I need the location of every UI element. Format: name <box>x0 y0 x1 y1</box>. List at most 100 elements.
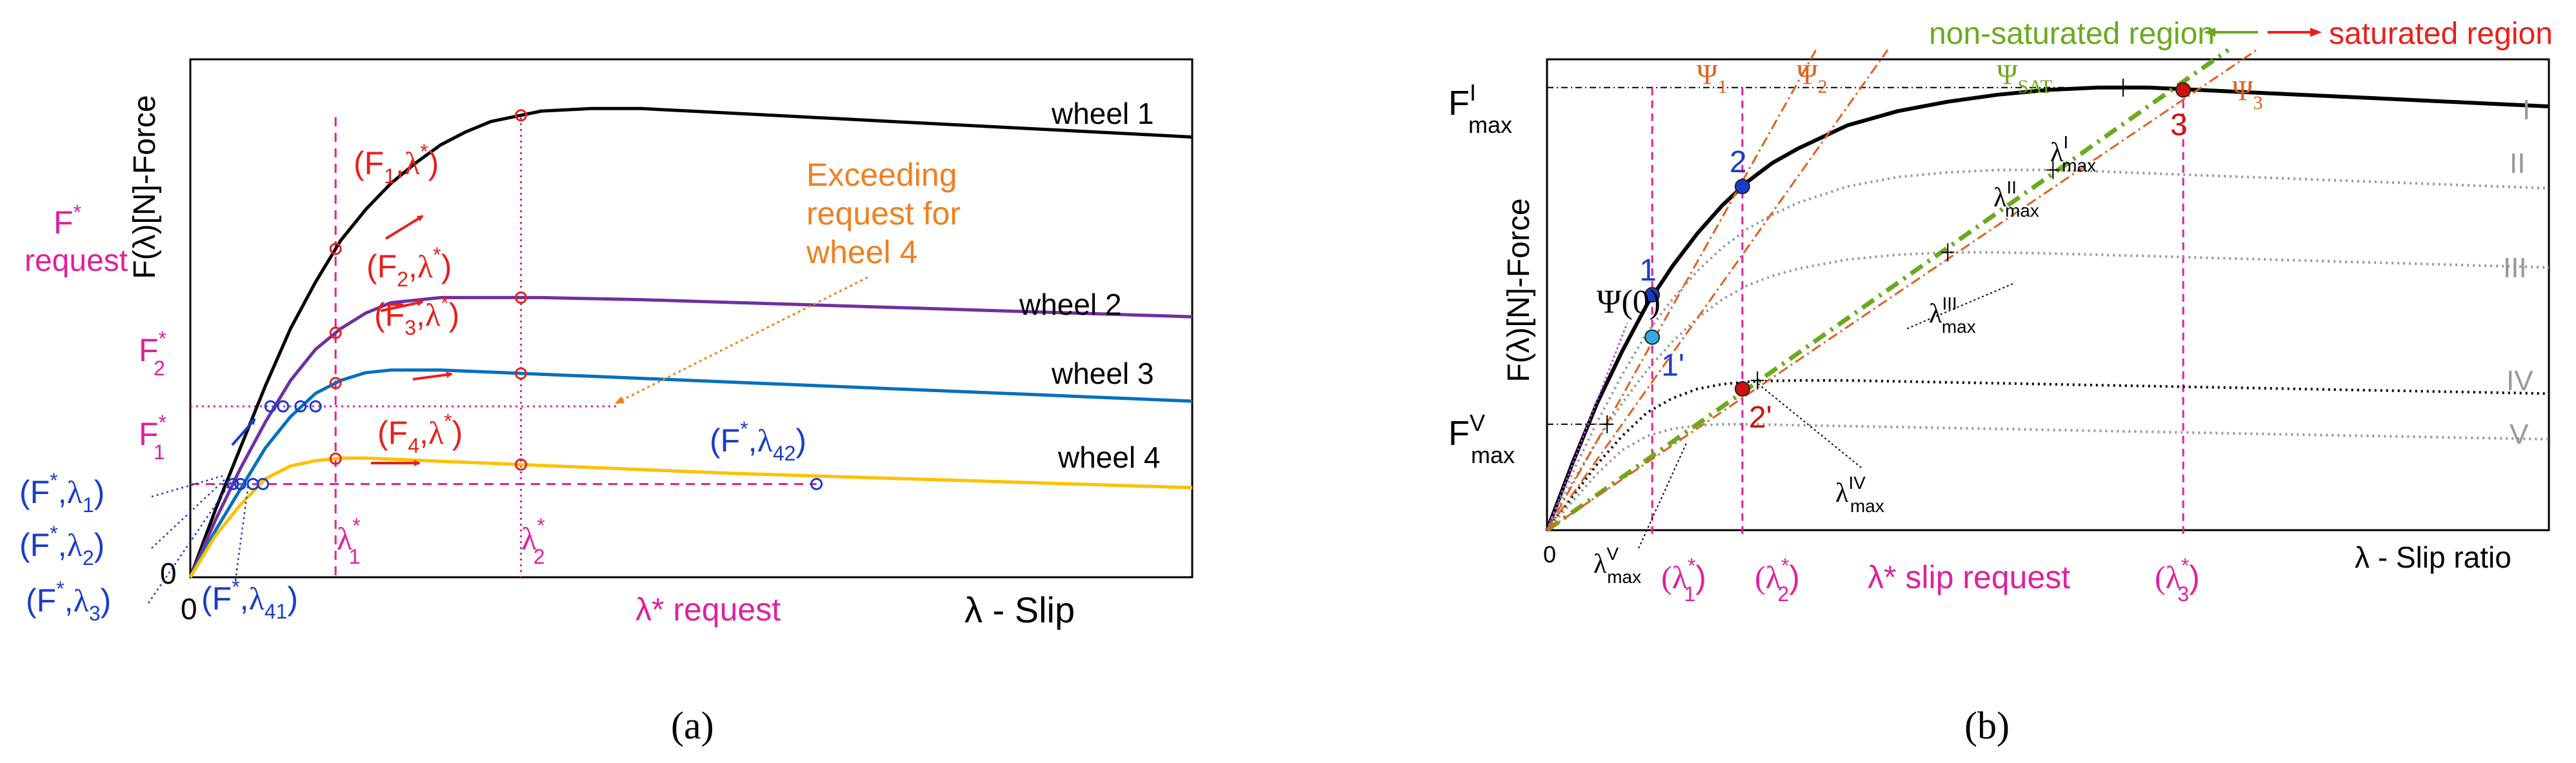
point-label-1p: 1' <box>1661 349 1684 383</box>
exceeding-arrow <box>615 276 868 404</box>
blue-pair-2: (F*,λ2) <box>19 522 105 570</box>
lambda2-b-label: (λ* 2) <box>1755 554 1800 606</box>
lmax-V-label: λV max <box>1593 544 1641 587</box>
marker-blue-1 <box>234 477 247 490</box>
f1-star-label: F* 1 <box>139 411 166 464</box>
legend-wheel-2: wheel 2 <box>1019 288 1122 321</box>
blue-pair-1: (F*,λ1) <box>19 469 105 517</box>
psi-line-0 <box>1546 49 1817 531</box>
arrow-f3 <box>412 372 453 381</box>
curve-IV <box>1546 379 2550 531</box>
curve-II <box>1546 168 2550 531</box>
lmax-cross-1 <box>2046 161 2060 179</box>
marker-blue-3 <box>257 477 270 490</box>
plot-frame-b <box>1546 58 2550 531</box>
point-1 <box>1644 287 1661 302</box>
x-axis-label-a: λ - Slip <box>964 590 1075 630</box>
lmax-cross-3 <box>1751 371 1764 390</box>
lambda1-star-label: λ* 1 <box>337 514 361 568</box>
label-roman-I: I <box>2522 94 2530 126</box>
lambda1-b-label: (λ* 1) <box>1661 554 1706 606</box>
lmax-V-pointer <box>1638 441 1688 549</box>
exceeding-label-1: Exceeding <box>806 157 957 193</box>
legend-wheel-3: wheel 3 <box>1051 357 1154 390</box>
marker-red-l1-w2 <box>329 326 342 339</box>
point-3 <box>2175 82 2192 98</box>
point-label-1: 1 <box>1639 253 1657 288</box>
marker-blue-5 <box>264 400 277 413</box>
blue-pointers <box>147 475 250 604</box>
panel-label-a: (a) <box>671 704 714 747</box>
curve-wheel-4 <box>188 456 1193 579</box>
curve-wheel-3 <box>188 368 1193 579</box>
point-label-3: 3 <box>2170 108 2188 142</box>
marker-red-l1-w3 <box>329 377 342 390</box>
marker-blue-0 <box>226 477 239 490</box>
psi-line-2 <box>1545 48 2230 532</box>
marker-red-l2-w1 <box>514 109 527 122</box>
point-label-2: 2 <box>1730 145 1747 179</box>
reference-lines-a <box>190 117 817 577</box>
lmax-II-label: λII max <box>1993 177 2039 221</box>
f-star-label: F* <box>54 201 81 241</box>
lambda3-b-label: (λ* 3) <box>2155 554 2200 606</box>
lmax-cross-0 <box>2116 78 2130 97</box>
curves-a <box>188 106 1193 579</box>
label-roman-III: III <box>2503 252 2527 284</box>
lmax-I-label: λI max <box>2050 132 2096 175</box>
point-1p <box>1644 329 1661 345</box>
saturated-label: saturated region <box>2329 17 2553 51</box>
blue-pair-3: (F*,λ3) <box>26 577 111 625</box>
psi-line-1 <box>1546 49 1889 531</box>
lambda2-star-label: λ* 2 <box>521 514 545 568</box>
exceeding-label-3: wheel 4 <box>806 234 917 270</box>
origin-x-label-a: 0 <box>181 592 197 626</box>
marker-red-l2-w3 <box>514 367 527 380</box>
marker-red-l1-w4 <box>329 452 342 465</box>
y-axis-label-b: F(λ)[N]-Force <box>1502 198 1536 382</box>
marker-red-l2-w4 <box>514 458 527 471</box>
pair-label-f3: (F3,λ*) <box>374 292 459 339</box>
psi2-label: Ψ2 <box>1797 59 1827 97</box>
legend-wheel-4: wheel 4 <box>1057 441 1161 474</box>
curve-wheel-1 <box>188 106 1193 578</box>
psi0-label: Ψ(0) <box>1597 284 1661 321</box>
label-roman-V: V <box>2510 419 2529 450</box>
markers-b: 1 1' 2 2' 3 <box>1601 78 2192 435</box>
legend-wheel-1: wheel 1 <box>1051 97 1154 130</box>
x-axis-label-b: λ - Slip ratio <box>2355 540 2511 574</box>
marker-red-l1-w1 <box>329 243 342 255</box>
lambda-star-request-label: λ* request <box>635 591 781 628</box>
markers-a <box>226 109 823 490</box>
marker-blue-6 <box>277 400 290 413</box>
arrow-f1 <box>384 215 424 240</box>
origin-y-label-a: 0 <box>160 557 177 590</box>
blue-pointer-1 <box>151 475 223 498</box>
blue-pointer-2 <box>151 478 226 549</box>
lmax-cross-4 <box>1601 415 1614 433</box>
slip-request-label: λ* slip request <box>1868 559 2070 595</box>
point-2p <box>1734 381 1750 397</box>
label-roman-II: II <box>2510 148 2525 179</box>
y-axis-label-a: F(λ)[N]-Force <box>128 95 162 279</box>
blue-pointer-41 <box>234 483 250 581</box>
label-roman-IV: IV <box>2506 365 2533 397</box>
lmax-III-pointer <box>1906 283 2013 330</box>
non-saturated-label: non-saturated region <box>1929 17 2215 51</box>
psi-sat-label: ΨSAT <box>1997 59 2052 97</box>
fmax-V-label: FV max <box>1448 410 1515 468</box>
lmax-IV-label: λIV max <box>1835 473 1884 516</box>
lmax-cross-2 <box>1941 243 1955 262</box>
point-label-2p: 2' <box>1749 401 1772 435</box>
psi3-label: Ψ3 <box>2232 75 2262 114</box>
marker-red-l2-w2 <box>514 291 527 304</box>
curve-wheel-2 <box>188 295 1193 579</box>
psi-lines-b <box>1545 48 2257 532</box>
chart-panel-b: 1 1' 2 2' 3 F(λ)[N]-Force non-saturated regi… <box>1448 17 2553 747</box>
exceeding-label-2: request for <box>806 195 961 232</box>
chart-panel-a: F(λ)[N]-Force F* request F* 2 F* 1 0 0 λ* 1… <box>19 58 1193 747</box>
curve-III <box>1546 251 2550 531</box>
psi-line-3 <box>1546 49 2257 531</box>
blue-pair-41: (F*,λ41) <box>201 575 298 623</box>
